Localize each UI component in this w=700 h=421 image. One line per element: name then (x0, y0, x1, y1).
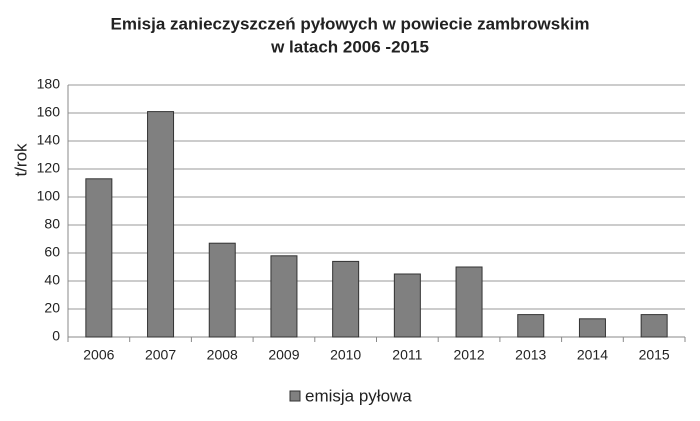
x-tick-label: 2012 (453, 347, 484, 363)
bar (332, 260, 360, 338)
chart-title: Emisja zanieczyszczeń pyłowych w powieci… (110, 14, 589, 33)
x-tick-label: 2009 (268, 347, 299, 363)
bar (85, 178, 113, 338)
y-tick-label: 20 (44, 300, 60, 316)
legend-swatch (289, 390, 301, 402)
y-tick-label: 120 (37, 160, 61, 176)
x-tick-label: 2010 (330, 347, 361, 363)
x-tick-label: 2007 (145, 347, 176, 363)
y-tick-label: 100 (37, 188, 61, 204)
bar (640, 314, 668, 338)
x-tick-label: 2011 (392, 347, 422, 363)
x-tick-label: 2015 (639, 347, 670, 363)
y-tick-label: 60 (44, 244, 60, 260)
x-tick-label: 2008 (207, 347, 238, 363)
y-tick-label: 140 (37, 132, 61, 148)
y-tick-label: 160 (37, 104, 61, 120)
x-tick-label: 2014 (577, 347, 608, 363)
x-tick-label: 2006 (83, 347, 114, 363)
y-tick-label: 40 (44, 272, 60, 288)
y-tick-label: 80 (44, 216, 60, 232)
y-axis-label: t/rok (11, 143, 30, 177)
bar (147, 111, 175, 338)
x-tick-label: 2013 (515, 347, 546, 363)
y-tick-label: 0 (52, 328, 60, 344)
bar (208, 242, 236, 338)
legend-label: emisja pyłowa (305, 386, 412, 405)
y-tick-label: 180 (37, 76, 61, 92)
bar (270, 255, 298, 338)
chart-title: w latach 2006 -2015 (270, 37, 429, 56)
bar (393, 273, 421, 338)
bar (578, 318, 606, 338)
bar (455, 266, 483, 338)
bar (517, 314, 545, 338)
